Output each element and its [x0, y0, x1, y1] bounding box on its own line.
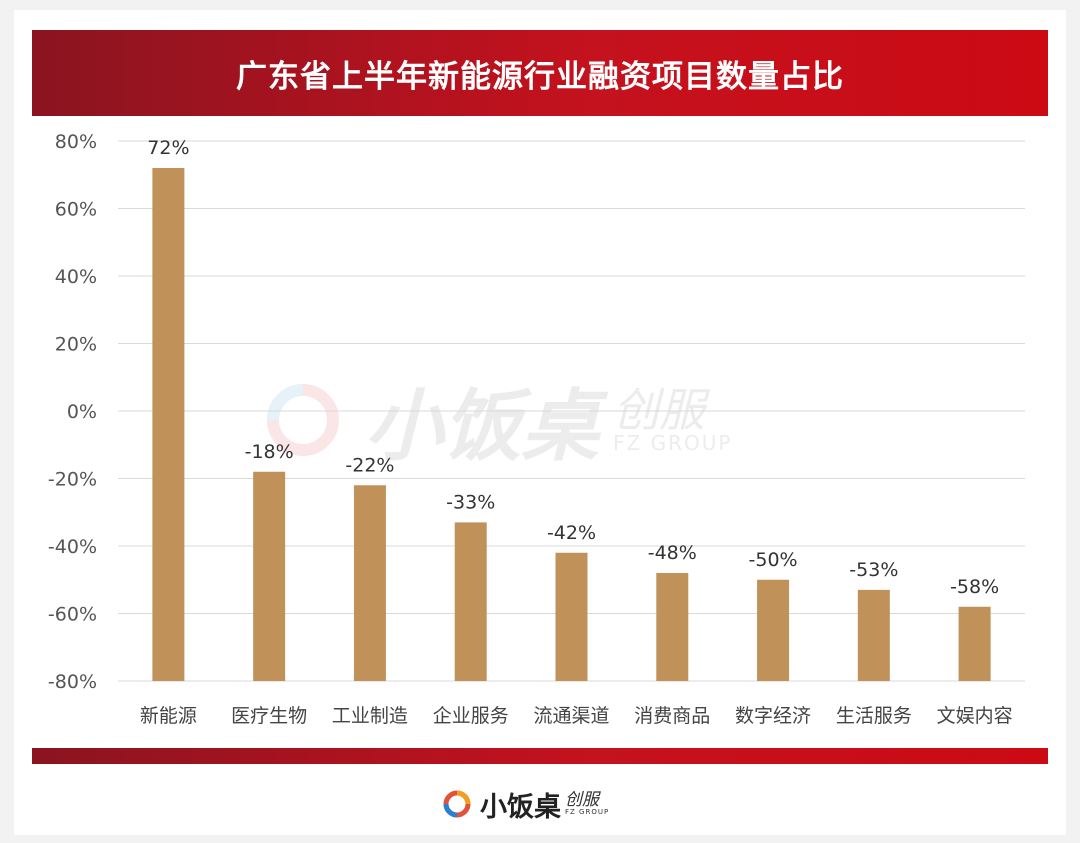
y-tick-label: -60% [48, 604, 97, 626]
bar [656, 573, 689, 681]
brand-logo-icon [443, 790, 471, 818]
data-label: -48% [648, 542, 697, 564]
x-tick-label: 数字经济 [735, 705, 811, 727]
x-tick-label: 新能源 [140, 705, 197, 727]
y-tick-label: -40% [48, 536, 97, 558]
chart-card [14, 10, 1066, 835]
footer-suffix: 创服 [565, 790, 599, 810]
chart-title: 广东省上半年新能源行业融资项目数量占比 [236, 58, 844, 95]
footer-suffix-block: 创服 FZ GROUP [565, 792, 609, 816]
x-tick-label: 生活服务 [836, 705, 912, 727]
x-tick-label: 工业制造 [332, 705, 408, 727]
footer-brand: 小饭桌 [480, 791, 561, 823]
y-tick-label: 60% [55, 199, 97, 221]
data-label: -42% [547, 522, 596, 544]
y-tick-label: 40% [55, 266, 97, 288]
bar [555, 552, 588, 681]
y-tick-label: -80% [48, 671, 97, 693]
title-bar: 广东省上半年新能源行业融资项目数量占比 [32, 30, 1048, 116]
bottom-bar [32, 748, 1048, 764]
x-tick-label: 医疗生物 [231, 705, 307, 727]
data-label: 72% [147, 137, 189, 159]
data-label: -53% [849, 559, 898, 581]
data-label: -18% [245, 441, 294, 463]
bar [454, 522, 487, 681]
x-tick-label: 企业服务 [433, 705, 509, 727]
data-label: -58% [950, 576, 999, 598]
x-tick-label: 消费商品 [634, 705, 710, 727]
footer-logo: 小饭桌 创服 FZ GROUP [440, 784, 609, 824]
x-tick-label: 文娱内容 [937, 705, 1013, 727]
data-label: -50% [749, 549, 798, 571]
data-label: -33% [446, 491, 495, 513]
footer-group: FZ GROUP [565, 808, 610, 816]
x-tick-label: 流通渠道 [533, 705, 609, 727]
bar [152, 168, 185, 681]
y-tick-label: 20% [55, 334, 97, 356]
bar [353, 485, 386, 681]
bar [958, 606, 991, 681]
bar [253, 471, 286, 681]
bar [757, 579, 790, 681]
data-label: -22% [345, 454, 394, 476]
y-tick-label: 0% [67, 401, 97, 423]
y-tick-label: -20% [48, 469, 97, 491]
y-tick-label: 80% [55, 131, 97, 153]
bar [857, 589, 890, 681]
